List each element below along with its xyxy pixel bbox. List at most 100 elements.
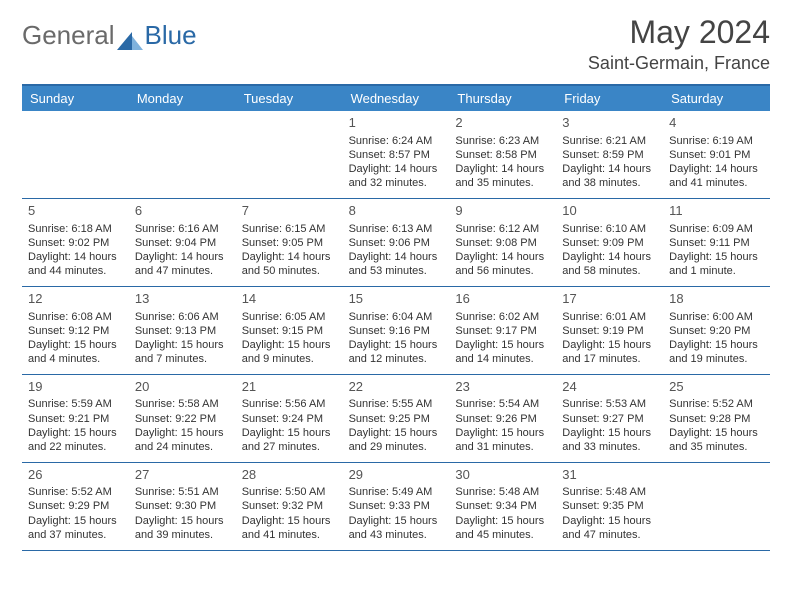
day-of-week-header: Wednesday — [343, 86, 450, 111]
sunset-text: Sunset: 9:05 PM — [242, 236, 337, 250]
daylight-text: Daylight: 15 hours and 19 minutes. — [669, 338, 764, 366]
daylight-text: Daylight: 14 hours and 53 minutes. — [349, 250, 444, 278]
day-number: 9 — [455, 203, 550, 220]
day-number: 2 — [455, 115, 550, 132]
sunset-text: Sunset: 9:29 PM — [28, 499, 123, 513]
day-number: 12 — [28, 291, 123, 308]
day-of-week-header: Monday — [129, 86, 236, 111]
top-bar: General Blue May 2024 Saint-Germain, Fra… — [22, 14, 770, 74]
sunrise-text: Sunrise: 6:18 AM — [28, 222, 123, 236]
day-cell: 9Sunrise: 6:12 AMSunset: 9:08 PMDaylight… — [449, 199, 556, 286]
day-of-week-header: Sunday — [22, 86, 129, 111]
day-number: 20 — [135, 379, 230, 396]
day-number: 31 — [562, 467, 657, 484]
brand-mark-icon — [117, 26, 143, 46]
day-cell: 12Sunrise: 6:08 AMSunset: 9:12 PMDayligh… — [22, 287, 129, 374]
day-cell: 5Sunrise: 6:18 AMSunset: 9:02 PMDaylight… — [22, 199, 129, 286]
day-number: 30 — [455, 467, 550, 484]
daylight-text: Daylight: 15 hours and 39 minutes. — [135, 514, 230, 542]
daylight-text: Daylight: 15 hours and 41 minutes. — [242, 514, 337, 542]
daylight-text: Daylight: 15 hours and 45 minutes. — [455, 514, 550, 542]
daylight-text: Daylight: 15 hours and 43 minutes. — [349, 514, 444, 542]
daylight-text: Daylight: 14 hours and 38 minutes. — [562, 162, 657, 190]
day-cell: 15Sunrise: 6:04 AMSunset: 9:16 PMDayligh… — [343, 287, 450, 374]
sunset-text: Sunset: 9:25 PM — [349, 412, 444, 426]
daylight-text: Daylight: 14 hours and 58 minutes. — [562, 250, 657, 278]
day-number: 16 — [455, 291, 550, 308]
day-cell: 11Sunrise: 6:09 AMSunset: 9:11 PMDayligh… — [663, 199, 770, 286]
month-title: May 2024 — [588, 14, 770, 51]
day-number: 26 — [28, 467, 123, 484]
sunrise-text: Sunrise: 5:52 AM — [28, 485, 123, 499]
sunset-text: Sunset: 9:24 PM — [242, 412, 337, 426]
sunset-text: Sunset: 9:04 PM — [135, 236, 230, 250]
day-cell: 21Sunrise: 5:56 AMSunset: 9:24 PMDayligh… — [236, 375, 343, 462]
week-row: 1Sunrise: 6:24 AMSunset: 8:57 PMDaylight… — [22, 111, 770, 199]
sunrise-text: Sunrise: 6:13 AM — [349, 222, 444, 236]
sunrise-text: Sunrise: 6:19 AM — [669, 134, 764, 148]
sunrise-text: Sunrise: 6:04 AM — [349, 310, 444, 324]
sunrise-text: Sunrise: 5:51 AM — [135, 485, 230, 499]
sunset-text: Sunset: 9:35 PM — [562, 499, 657, 513]
calendar: SundayMondayTuesdayWednesdayThursdayFrid… — [22, 84, 770, 551]
day-cell — [22, 111, 129, 198]
day-number: 1 — [349, 115, 444, 132]
daylight-text: Daylight: 15 hours and 33 minutes. — [562, 426, 657, 454]
day-number: 22 — [349, 379, 444, 396]
sunrise-text: Sunrise: 5:48 AM — [562, 485, 657, 499]
sunset-text: Sunset: 9:16 PM — [349, 324, 444, 338]
sunset-text: Sunset: 9:06 PM — [349, 236, 444, 250]
day-number: 27 — [135, 467, 230, 484]
day-number: 24 — [562, 379, 657, 396]
day-cell — [663, 463, 770, 550]
sunrise-text: Sunrise: 5:53 AM — [562, 397, 657, 411]
day-cell: 30Sunrise: 5:48 AMSunset: 9:34 PMDayligh… — [449, 463, 556, 550]
day-cell: 25Sunrise: 5:52 AMSunset: 9:28 PMDayligh… — [663, 375, 770, 462]
day-number: 25 — [669, 379, 764, 396]
sunset-text: Sunset: 9:22 PM — [135, 412, 230, 426]
daylight-text: Daylight: 15 hours and 47 minutes. — [562, 514, 657, 542]
day-number: 4 — [669, 115, 764, 132]
day-cell: 8 Sunrise: 6:13 AMSunset: 9:06 PMDaylight… — [343, 199, 450, 286]
day-of-week-header: Saturday — [663, 86, 770, 111]
sunset-text: Sunset: 9:08 PM — [455, 236, 550, 250]
day-number: 17 — [562, 291, 657, 308]
day-cell: 24Sunrise: 5:53 AMSunset: 9:27 PMDayligh… — [556, 375, 663, 462]
daylight-text: Daylight: 15 hours and 29 minutes. — [349, 426, 444, 454]
daylight-text: Daylight: 14 hours and 41 minutes. — [669, 162, 764, 190]
day-cell: 19Sunrise: 5:59 AMSunset: 9:21 PMDayligh… — [22, 375, 129, 462]
day-cell: 22Sunrise: 5:55 AMSunset: 9:25 PMDayligh… — [343, 375, 450, 462]
sunrise-text: Sunrise: 6:12 AM — [455, 222, 550, 236]
sunrise-text: Sunrise: 5:54 AM — [455, 397, 550, 411]
day-cell: 6Sunrise: 6:16 AMSunset: 9:04 PMDaylight… — [129, 199, 236, 286]
sunset-text: Sunset: 9:09 PM — [562, 236, 657, 250]
sunset-text: Sunset: 9:21 PM — [28, 412, 123, 426]
daylight-text: Daylight: 15 hours and 7 minutes. — [135, 338, 230, 366]
sunset-text: Sunset: 9:11 PM — [669, 236, 764, 250]
sunset-text: Sunset: 9:28 PM — [669, 412, 764, 426]
day-number: 19 — [28, 379, 123, 396]
daylight-text: Daylight: 14 hours and 35 minutes. — [455, 162, 550, 190]
sunrise-text: Sunrise: 6:09 AM — [669, 222, 764, 236]
sunrise-text: Sunrise: 5:59 AM — [28, 397, 123, 411]
day-cell: 17Sunrise: 6:01 AMSunset: 9:19 PMDayligh… — [556, 287, 663, 374]
brand-logo: General Blue — [22, 14, 197, 51]
sunset-text: Sunset: 8:58 PM — [455, 148, 550, 162]
sunset-text: Sunset: 9:30 PM — [135, 499, 230, 513]
sunset-text: Sunset: 9:34 PM — [455, 499, 550, 513]
day-cell: 28Sunrise: 5:50 AMSunset: 9:32 PMDayligh… — [236, 463, 343, 550]
day-cell: 7Sunrise: 6:15 AMSunset: 9:05 PMDaylight… — [236, 199, 343, 286]
day-cell: 13Sunrise: 6:06 AMSunset: 9:13 PMDayligh… — [129, 287, 236, 374]
day-cell: 18Sunrise: 6:00 AMSunset: 9:20 PMDayligh… — [663, 287, 770, 374]
sunrise-text: Sunrise: 6:08 AM — [28, 310, 123, 324]
week-row: 12Sunrise: 6:08 AMSunset: 9:12 PMDayligh… — [22, 287, 770, 375]
daylight-text: Daylight: 15 hours and 22 minutes. — [28, 426, 123, 454]
day-cell: 4Sunrise: 6:19 AMSunset: 9:01 PMDaylight… — [663, 111, 770, 198]
day-number: 11 — [669, 203, 764, 220]
location-subtitle: Saint-Germain, France — [588, 53, 770, 74]
day-number: 8 — [349, 203, 444, 220]
day-cell: 2Sunrise: 6:23 AMSunset: 8:58 PMDaylight… — [449, 111, 556, 198]
sunset-text: Sunset: 9:27 PM — [562, 412, 657, 426]
day-cell — [129, 111, 236, 198]
brand-part2: Blue — [145, 20, 197, 51]
